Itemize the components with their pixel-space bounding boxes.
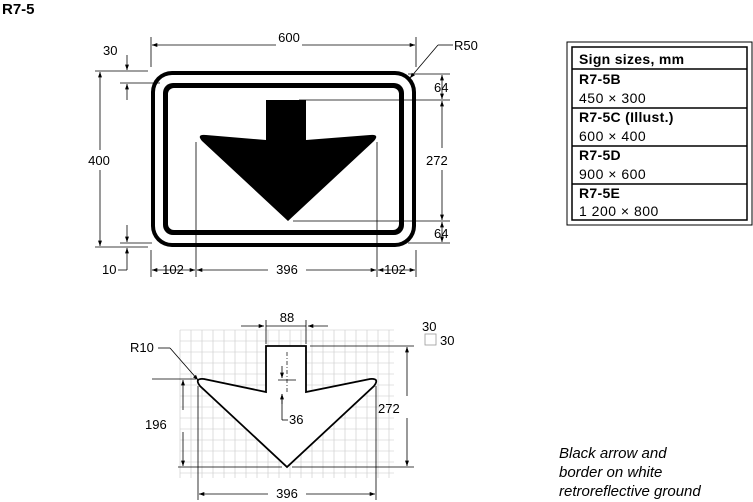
sign-face: [151, 71, 416, 247]
dim-total-height: 272: [378, 401, 400, 416]
grid-cell-size-b: 30: [440, 333, 454, 348]
grid-cell-size-a: 30: [422, 319, 436, 334]
sign-dimensions: 600 R50 30 400 10 64 272: [88, 30, 478, 277]
table-row-code: R7-5B: [579, 71, 621, 87]
dim-wing-height: 196: [145, 417, 167, 432]
drawing-title: R7-5: [2, 1, 35, 18]
table-row-code: R7-5D: [579, 147, 621, 163]
table-header: Sign sizes, mm: [579, 51, 684, 67]
arrow-detail: 30 30 88 R10 36 196 272: [130, 310, 454, 501]
dim-border-gap: 30: [103, 43, 117, 58]
arrow-outline: [196, 345, 378, 469]
material-note: Black arrow and border on white retroref…: [559, 445, 701, 500]
sign-down-arrow: [199, 100, 377, 221]
note-line: Black arrow and: [559, 445, 667, 462]
dim-notch: 36: [289, 412, 303, 427]
table-row-size: 600 × 400: [579, 128, 646, 144]
dim-radius: R50: [454, 38, 478, 53]
table-row-size: 450 × 300: [579, 90, 646, 106]
grid-cell-key: [424, 333, 437, 346]
dim-width: 600: [278, 30, 300, 45]
table-row-code: R7-5E: [579, 185, 620, 201]
note-line: border on white: [559, 464, 662, 481]
dim-arrow-height: 272: [426, 153, 448, 168]
dim-bottom-gap: 10: [102, 262, 116, 277]
sign-sizes-table: Sign sizes, mm R7-5B 450 × 300 R7-5C (Il…: [566, 41, 753, 226]
table-row-code: R7-5C (Illust.): [579, 109, 674, 125]
dim-arrow-width: 396: [276, 262, 298, 277]
dim-right-margin: 102: [384, 262, 406, 277]
dim-total-width: 396: [276, 486, 298, 501]
dim-shaft-width: 88: [280, 310, 294, 325]
dim-radius-r10: R10: [130, 340, 154, 355]
dim-bottom-margin: 64: [434, 226, 448, 241]
dim-top-margin: 64: [434, 80, 448, 95]
table-row-size: 900 × 600: [579, 166, 646, 182]
note-line: retroreflective ground: [559, 483, 701, 500]
dim-height: 400: [88, 153, 110, 168]
dim-left-margin: 102: [162, 262, 184, 277]
table-row-size: 1 200 × 800: [579, 203, 659, 219]
